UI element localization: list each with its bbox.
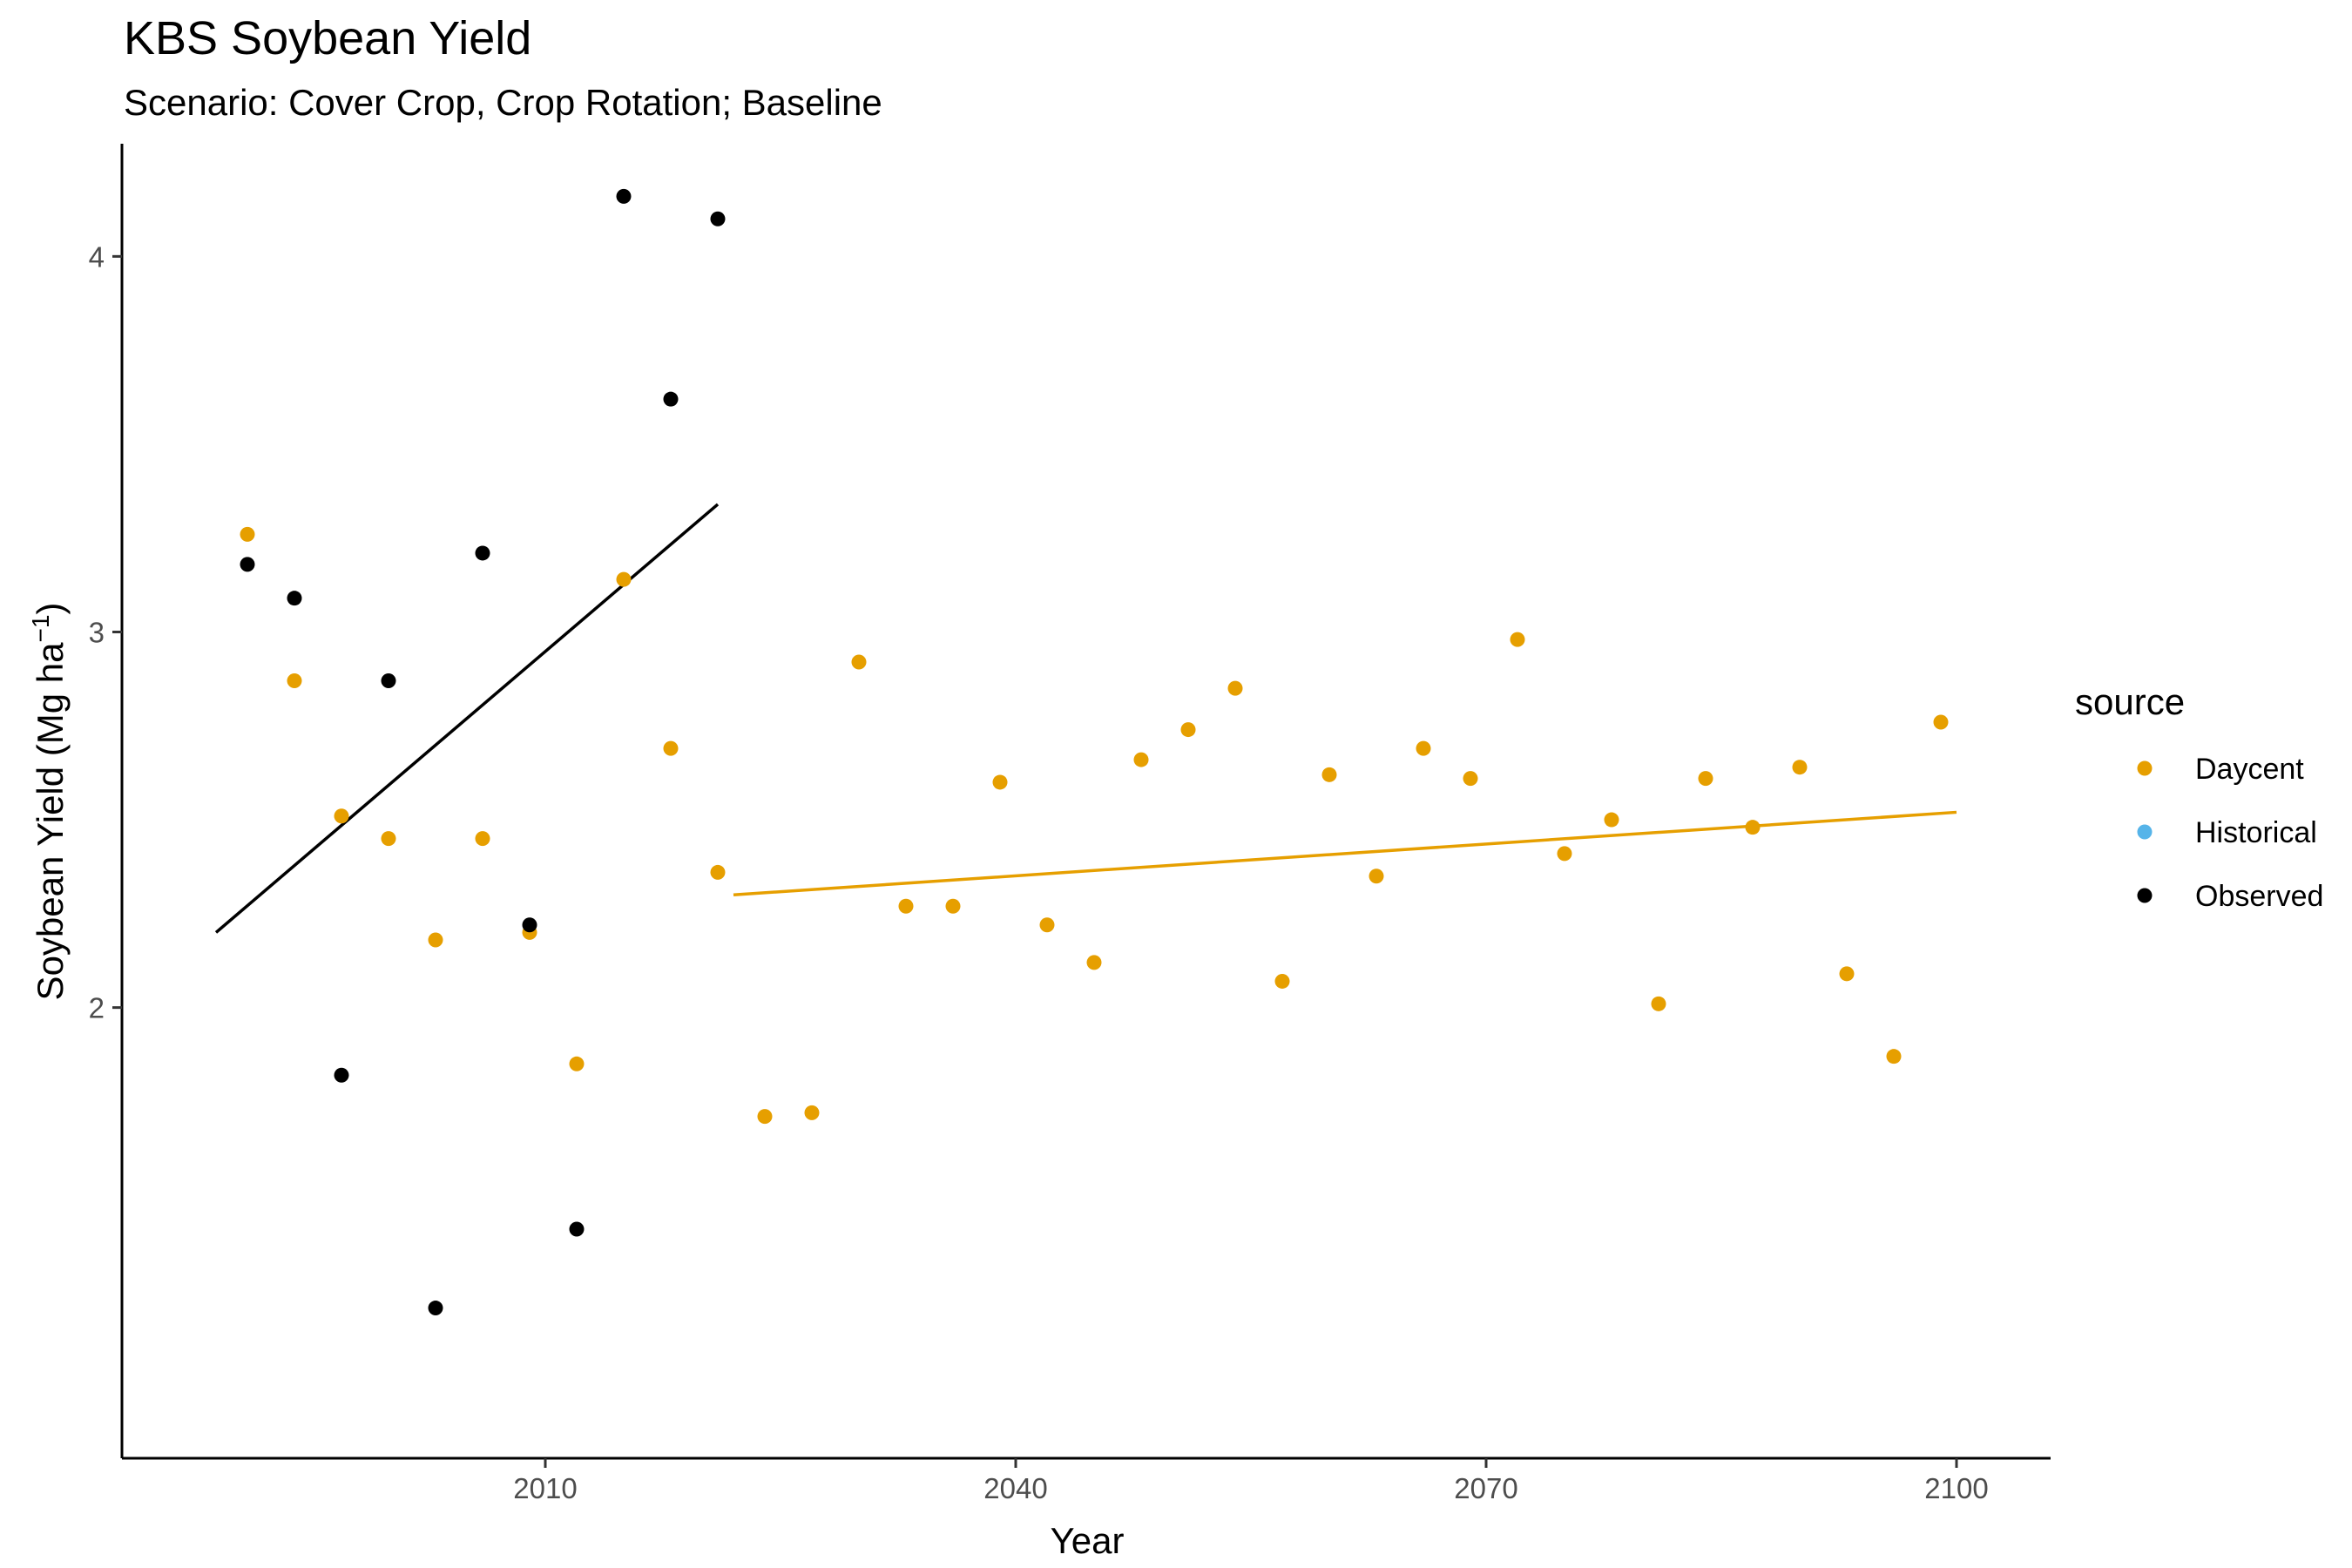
data-point-observed: [616, 188, 632, 204]
data-point-daycent: [334, 808, 349, 824]
data-point-daycent: [1651, 996, 1666, 1011]
data-point-daycent: [663, 740, 679, 756]
data-point-daycent: [240, 526, 255, 542]
legend-label: Daycent: [2195, 753, 2304, 786]
data-point-daycent: [992, 774, 1008, 790]
chart-subtitle: Scenario: Cover Crop, Crop Rotation; Bas…: [124, 82, 882, 123]
legend-title: source: [2075, 681, 2185, 722]
x-tick-label: 2010: [513, 1472, 577, 1504]
data-point-daycent: [1416, 740, 1431, 756]
data-point-daycent: [1321, 767, 1337, 782]
data-point-observed: [522, 917, 537, 933]
data-point-daycent: [945, 898, 961, 914]
y-tick-label: 3: [89, 616, 105, 648]
data-point-daycent: [1369, 868, 1384, 884]
x-tick-label: 2100: [1924, 1472, 1988, 1504]
y-axis-title: Soybean Yield (Mg ha−1): [27, 603, 71, 1001]
data-point-observed: [240, 557, 255, 572]
data-point-daycent: [428, 932, 443, 948]
data-point-observed: [569, 1221, 585, 1237]
data-point-observed: [475, 545, 490, 561]
data-point-daycent: [1180, 722, 1196, 738]
data-point-daycent: [898, 898, 914, 914]
data-point-daycent: [710, 864, 726, 880]
data-point-daycent: [1086, 955, 1102, 970]
data-point-daycent: [757, 1109, 773, 1125]
data-point-observed: [381, 673, 396, 689]
plot-panel: 2010 2040 2070 2100 2 3 4: [89, 144, 2051, 1504]
y-axis-title-superscript: −1: [27, 615, 54, 643]
data-point-observed: [287, 591, 302, 606]
chart-title: KBS Soybean Yield: [124, 12, 531, 64]
axis-ticks: 2010 2040 2070 2100 2 3 4: [89, 240, 1989, 1504]
legend-label: Observed: [2195, 880, 2323, 913]
data-point-daycent: [1274, 973, 1290, 989]
legend-key-daycent: [2137, 760, 2153, 776]
legend: source Daycent Historical Observed: [2075, 681, 2323, 913]
y-tick-label: 2: [89, 992, 105, 1024]
x-tick-label: 2040: [983, 1472, 1047, 1504]
data-point-daycent: [287, 673, 302, 689]
data-points: [240, 188, 1949, 1316]
data-point-daycent: [1463, 771, 1478, 787]
x-axis-title: Year: [1051, 1520, 1125, 1561]
data-point-daycent: [1886, 1049, 1902, 1064]
data-point-daycent: [1933, 714, 1949, 730]
data-point-daycent: [1227, 680, 1243, 696]
data-point-daycent: [804, 1105, 820, 1120]
trend-line-daycent: [733, 810, 1957, 897]
data-point-daycent: [475, 831, 490, 847]
data-point-observed: [428, 1301, 443, 1316]
data-point-daycent: [1039, 917, 1055, 933]
data-point-daycent: [381, 831, 396, 847]
data-point-daycent: [851, 654, 867, 670]
data-point-observed: [334, 1067, 349, 1083]
trend-lines: [214, 503, 1957, 934]
legend-label: Historical: [2195, 816, 2317, 849]
trend-line-observed: [214, 503, 720, 934]
x-tick-label: 2070: [1454, 1472, 1517, 1504]
data-point-daycent: [1839, 966, 1855, 982]
data-point-daycent: [569, 1056, 585, 1071]
data-point-observed: [663, 391, 679, 407]
data-point-daycent: [1792, 760, 1808, 775]
data-point-daycent: [616, 571, 632, 587]
legend-key-observed: [2137, 888, 2153, 903]
data-point-daycent: [1604, 812, 1619, 828]
y-tick-label: 4: [89, 240, 105, 273]
data-point-observed: [710, 211, 726, 226]
y-axis-title-main: Soybean Yield (Mg ha: [30, 642, 71, 1001]
data-point-daycent: [1557, 846, 1572, 862]
data-point-daycent: [1698, 771, 1713, 787]
data-point-daycent: [1133, 752, 1149, 767]
y-axis-title-close: ): [30, 603, 71, 615]
data-point-daycent: [1745, 820, 1761, 835]
legend-key-historical: [2137, 824, 2153, 840]
data-point-daycent: [1510, 632, 1525, 647]
